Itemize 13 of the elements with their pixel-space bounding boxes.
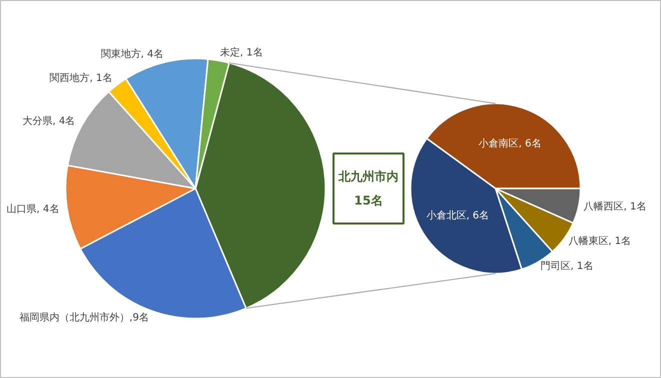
slice-label: 小倉北区, 6名 <box>426 209 490 222</box>
slice-label: 関東地方, 4名 <box>100 48 164 60</box>
slice-label: 山口県, 4名 <box>6 202 60 215</box>
slice-label: 未定, 1名 <box>220 46 263 58</box>
slice-label: 八幡東区, 1名 <box>568 234 632 247</box>
data-label: 15名 <box>354 194 383 208</box>
slice-label: 八幡西区, 1名 <box>584 200 646 213</box>
slice-label: 福岡県内（北九州市外）,9名 <box>19 312 149 324</box>
slice-label: 北九州市内 <box>338 170 398 184</box>
slice-label: 関西地方, 1名 <box>50 72 112 84</box>
slice-label: 小倉南区, 6名 <box>478 138 542 150</box>
slice-label: 大分県, 4名 <box>22 114 76 127</box>
slice-label: 門司区, 1名 <box>540 260 594 272</box>
